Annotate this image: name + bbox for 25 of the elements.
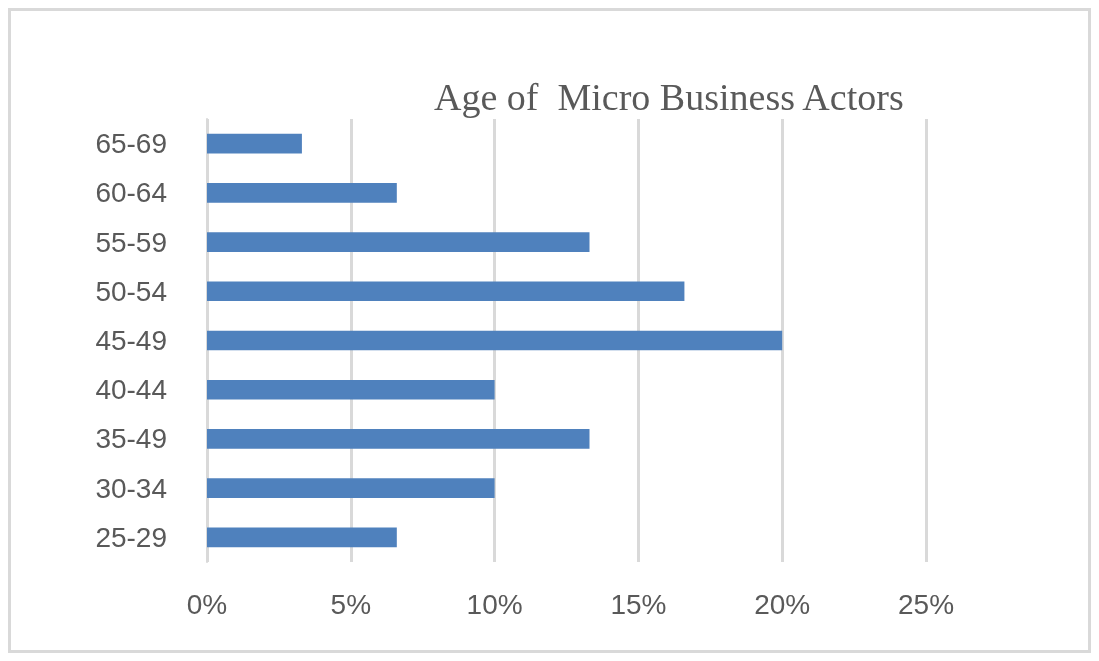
y-tick-label: 65-69: [95, 128, 167, 160]
bar: [207, 182, 397, 203]
bar: [207, 527, 397, 548]
bar: [207, 330, 783, 351]
chart-title: Age of Micro Business Actors: [434, 76, 904, 118]
y-tick-label: 35-49: [95, 423, 167, 455]
y-tick-label: 25-29: [95, 521, 167, 553]
y-tick-label: 60-64: [95, 177, 167, 209]
x-tick-label: 10%: [466, 588, 523, 620]
x-tick-label: 20%: [754, 588, 811, 620]
bar: [207, 281, 685, 302]
bar: [207, 133, 302, 154]
x-tick-label: 5%: [330, 588, 372, 620]
x-tick-label: 25%: [897, 588, 955, 620]
bar: [207, 232, 590, 252]
y-tick-label: 30-34: [95, 472, 167, 504]
y-tick-label: 45-49: [95, 325, 167, 356]
x-tick-label: 0%: [186, 588, 228, 620]
bar: [207, 429, 590, 449]
y-tick-label: 40-44: [95, 374, 167, 406]
bar: [207, 478, 495, 499]
x-tick-label: 15%: [610, 588, 667, 620]
y-tick-label: 50-54: [95, 275, 167, 307]
y-tick-label: 55-59: [95, 226, 167, 258]
bar: [207, 379, 495, 400]
